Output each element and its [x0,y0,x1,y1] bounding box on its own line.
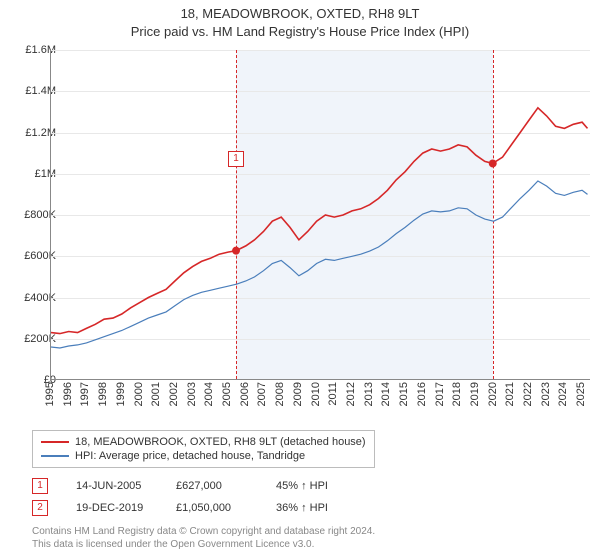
marker-dot [489,159,497,167]
plot-area: 12 [50,50,590,380]
x-axis-tick-label: 2011 [327,382,339,406]
transaction-delta: 45% ↑ HPI [276,480,356,492]
x-axis-tick-label: 2017 [434,382,446,406]
marker-dot [232,247,240,255]
legend-item: HPI: Average price, detached house, Tand… [41,449,366,463]
x-axis-tick-label: 1998 [97,382,109,406]
x-axis-tick-label: 2024 [557,382,569,406]
x-axis-tick-label: 2013 [363,382,375,406]
legend-swatch [41,441,69,443]
x-axis-tick-label: 2022 [522,382,534,406]
transaction-date: 14-JUN-2005 [76,480,156,492]
marker-label-box: 1 [228,151,244,167]
footer-line: This data is licensed under the Open Gov… [32,539,314,550]
x-axis-tick-label: 2014 [380,382,392,406]
x-axis-tick-label: 2010 [310,382,322,406]
x-axis-tick-label: 2016 [416,382,428,406]
x-axis-tick-label: 2025 [575,382,587,406]
chart-title-line1: 18, MEADOWBROOK, OXTED, RH8 9LT [0,6,600,21]
chart-container: 18, MEADOWBROOK, OXTED, RH8 9LT Price pa… [0,0,600,560]
transaction-row: 1 14-JUN-2005 £627,000 45% ↑ HPI [32,478,356,494]
legend-swatch [41,455,69,457]
x-axis-tick-label: 2000 [133,382,145,406]
x-axis-tick-label: 2021 [504,382,516,406]
legend-item: 18, MEADOWBROOK, OXTED, RH8 9LT (detache… [41,435,366,449]
transaction-marker-box: 1 [32,478,48,494]
chart-lines [51,50,590,379]
x-axis-tick-label: 2003 [186,382,198,406]
x-axis-tick-label: 2007 [256,382,268,406]
transaction-marker-number: 2 [37,502,43,513]
footer-line: Contains HM Land Registry data © Crown c… [32,526,375,537]
legend-label: HPI: Average price, detached house, Tand… [75,450,305,462]
transaction-price: £627,000 [176,480,256,492]
transaction-date: 19-DEC-2019 [76,502,156,514]
x-axis-tick-label: 2009 [292,382,304,406]
x-axis-tick-label: 2019 [469,382,481,406]
footer-attribution: Contains HM Land Registry data © Crown c… [32,526,590,551]
x-axis-tick-label: 2018 [451,382,463,406]
x-axis-tick-label: 1999 [115,382,127,406]
chart-title-line2: Price paid vs. HM Land Registry's House … [0,24,600,39]
legend-label: 18, MEADOWBROOK, OXTED, RH8 9LT (detache… [75,436,366,448]
x-axis-tick-label: 2006 [239,382,251,406]
x-axis-tick-label: 1996 [62,382,74,406]
transaction-price: £1,050,000 [176,502,256,514]
x-axis-tick-label: 2005 [221,382,233,406]
x-axis-tick-label: 2020 [487,382,499,406]
series-line [51,181,588,348]
transaction-marker-number: 1 [37,480,43,491]
transaction-delta: 36% ↑ HPI [276,502,356,514]
x-axis-tick-label: 2023 [540,382,552,406]
x-axis-tick-label: 2002 [168,382,180,406]
x-axis-tick-label: 2001 [150,382,162,406]
x-axis-tick-label: 1995 [44,382,56,406]
transaction-row: 2 19-DEC-2019 £1,050,000 36% ↑ HPI [32,500,356,516]
x-axis-tick-label: 2004 [203,382,215,406]
x-axis-tick-label: 2015 [398,382,410,406]
x-axis-tick-label: 2012 [345,382,357,406]
x-axis-tick-label: 1997 [79,382,91,406]
x-axis-tick-label: 2008 [274,382,286,406]
series-line [51,108,588,334]
legend: 18, MEADOWBROOK, OXTED, RH8 9LT (detache… [32,430,375,468]
transaction-marker-box: 2 [32,500,48,516]
